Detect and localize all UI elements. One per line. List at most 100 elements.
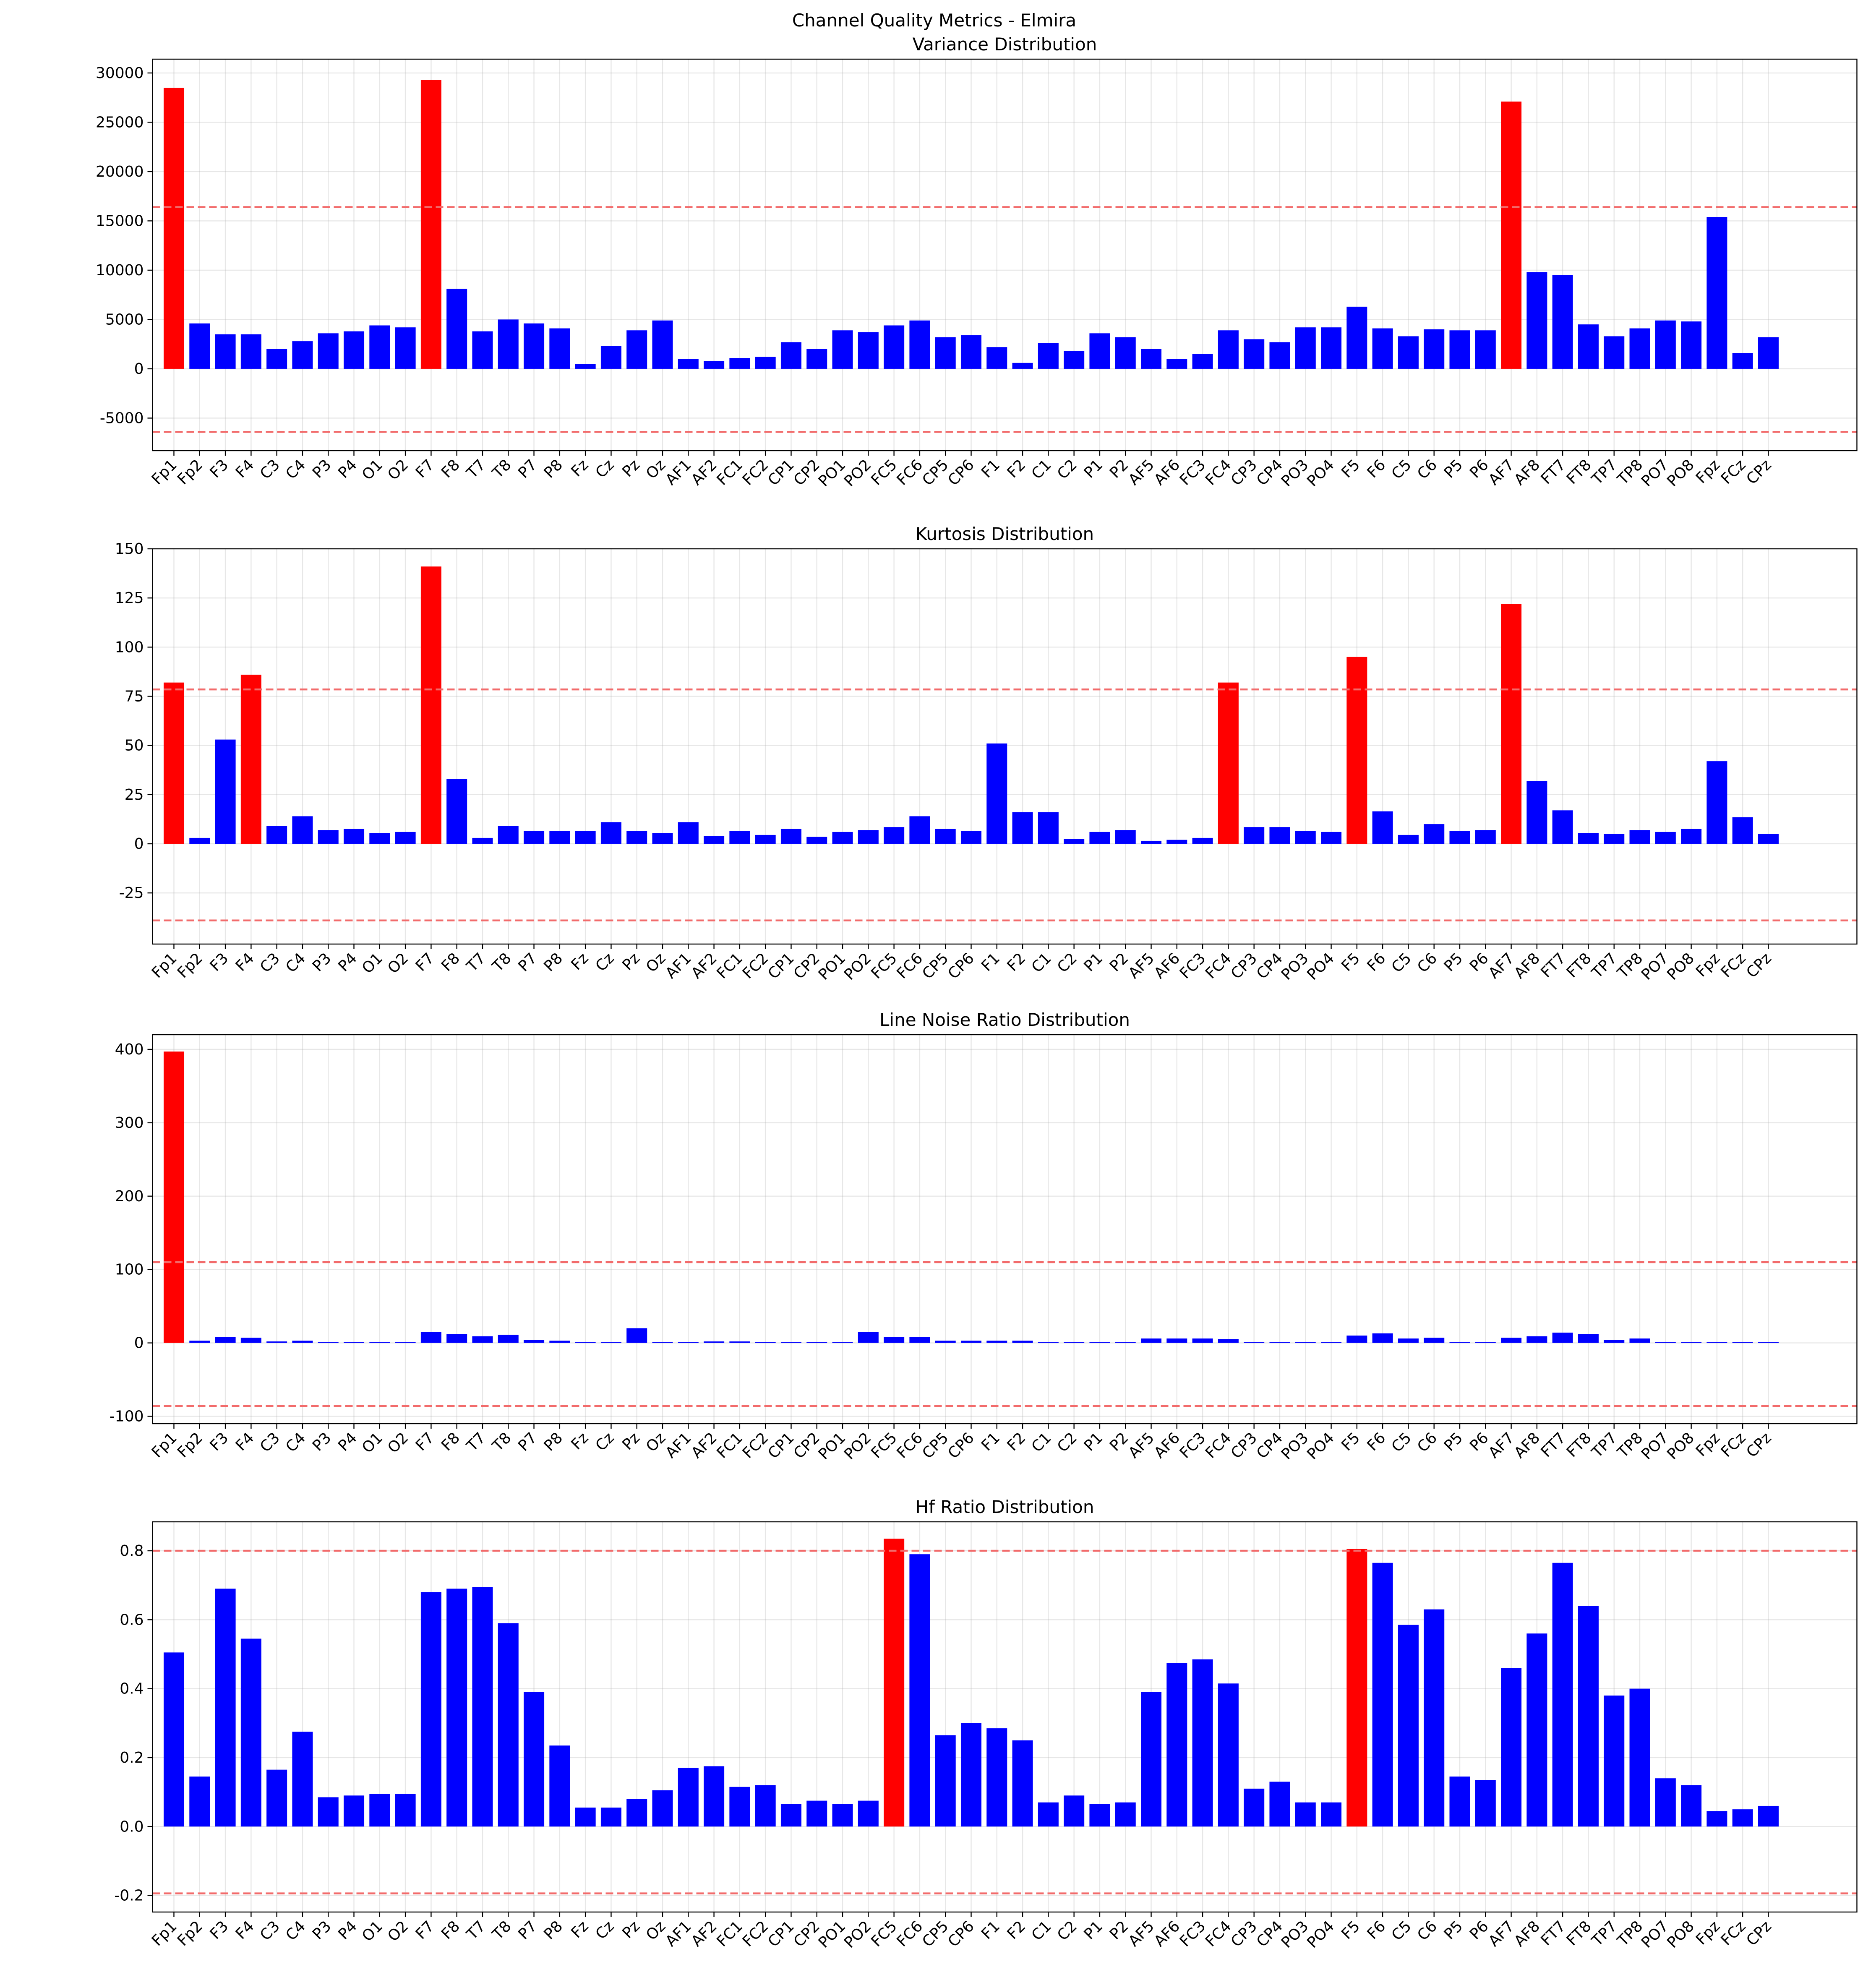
bar <box>420 1332 441 1343</box>
bar <box>1398 336 1419 369</box>
bar <box>806 1342 827 1343</box>
bar <box>498 1623 519 1827</box>
bar <box>729 358 750 369</box>
bar <box>189 1777 210 1827</box>
bar <box>678 1768 699 1827</box>
bar <box>960 1723 982 1827</box>
bar <box>652 320 673 369</box>
bar <box>678 359 699 369</box>
bar <box>1346 1549 1367 1827</box>
bar <box>1552 810 1573 844</box>
bar <box>1578 833 1599 844</box>
bar <box>1141 840 1162 844</box>
bar <box>729 1341 750 1343</box>
bar <box>1449 330 1470 369</box>
bar <box>1038 1342 1059 1343</box>
bar <box>524 1340 545 1343</box>
bar <box>240 334 261 369</box>
bar <box>1321 1802 1342 1827</box>
bar <box>344 1342 365 1343</box>
bar <box>1475 1780 1496 1827</box>
bar <box>1218 330 1239 369</box>
bar <box>266 1769 287 1827</box>
bar <box>1269 342 1290 369</box>
bar <box>1758 834 1779 844</box>
y-tick-label: 200 <box>115 1188 144 1205</box>
bar <box>600 1808 621 1827</box>
bar <box>1064 1795 1085 1827</box>
bar <box>472 837 493 844</box>
bar <box>1218 1683 1239 1827</box>
y-tick-label: 0.6 <box>120 1611 144 1628</box>
bar <box>240 1638 261 1827</box>
bar <box>1218 682 1239 844</box>
y-tick-label: 0 <box>134 835 144 853</box>
bar <box>1526 272 1547 369</box>
bar <box>1192 1659 1213 1827</box>
bar <box>1681 1785 1702 1827</box>
bar <box>1706 1342 1727 1343</box>
bar <box>729 1787 750 1827</box>
bar <box>1141 349 1162 369</box>
bar <box>1604 1696 1625 1827</box>
bar <box>832 832 853 844</box>
bar <box>780 1804 801 1827</box>
bar <box>1681 321 1702 369</box>
figure-title: Channel Quality Metrics - Elmira <box>792 10 1076 31</box>
bar <box>1012 363 1033 369</box>
bar <box>446 779 467 844</box>
bar <box>369 833 390 844</box>
bar <box>909 320 930 369</box>
bar <box>652 1342 673 1343</box>
bar <box>806 837 827 844</box>
bar <box>986 1728 1007 1827</box>
bar <box>1475 330 1496 369</box>
bar <box>626 831 647 844</box>
bar <box>266 1341 287 1343</box>
bar <box>832 1804 853 1827</box>
bar <box>1192 837 1213 844</box>
y-tick-label: 50 <box>125 737 144 754</box>
bar <box>858 830 879 844</box>
bar <box>1192 1338 1213 1343</box>
bar <box>960 831 982 844</box>
y-tick-label: 0 <box>134 1335 144 1352</box>
bar <box>163 1051 185 1343</box>
y-tick-label: 0.8 <box>120 1542 144 1560</box>
bar <box>1372 328 1393 369</box>
bar <box>395 327 416 369</box>
bar <box>755 357 776 369</box>
y-tick-label: 5000 <box>105 311 144 328</box>
chart-title: Hf Ratio Distribution <box>916 1497 1094 1517</box>
y-tick-label: 0.0 <box>120 1818 144 1835</box>
bar <box>369 325 390 369</box>
bar <box>626 330 647 369</box>
bar <box>1372 1333 1393 1343</box>
y-tick-label: 400 <box>115 1041 144 1058</box>
bar <box>1398 835 1419 844</box>
bar <box>1141 1692 1162 1827</box>
bar <box>935 829 956 844</box>
y-tick-label: 0.4 <box>120 1680 144 1698</box>
bar <box>420 80 441 369</box>
bar <box>1552 1563 1573 1827</box>
bar <box>600 822 621 844</box>
bar <box>1166 840 1187 844</box>
bar <box>1321 327 1342 369</box>
bar <box>1732 1809 1753 1827</box>
bar <box>600 346 621 369</box>
bar <box>1244 1788 1265 1827</box>
bar <box>1166 1663 1187 1827</box>
bar <box>318 1342 339 1343</box>
bar <box>1346 306 1367 369</box>
bar <box>1244 339 1265 369</box>
bar <box>575 831 596 844</box>
bar <box>1655 1778 1676 1827</box>
y-tick-label: 10000 <box>96 262 144 279</box>
bar <box>1526 1336 1547 1343</box>
bar <box>1655 832 1676 844</box>
axes-frame <box>152 58 1858 451</box>
bar <box>780 829 801 844</box>
bar <box>318 1797 339 1827</box>
bar <box>1424 329 1445 369</box>
